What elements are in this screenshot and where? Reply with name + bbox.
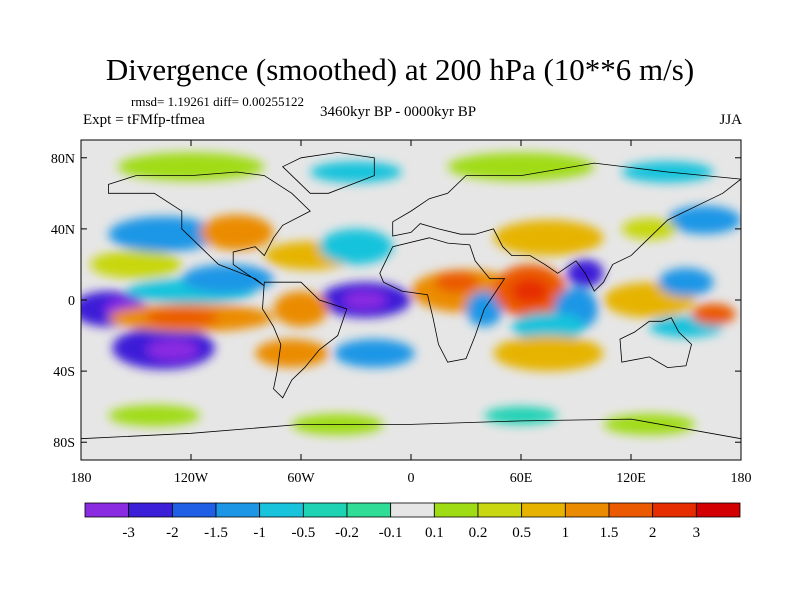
field-blob-pac-pos-north — [90, 250, 182, 279]
lon-label: 60E — [510, 471, 533, 486]
field-blob-atl-neg-center — [343, 291, 388, 309]
colorbar-box — [390, 502, 435, 518]
field-blob-sam-pos — [273, 291, 329, 327]
field-blob-np-pos — [621, 218, 677, 240]
field-blob-arctic-green2 — [447, 152, 595, 181]
colorbar-label: -1.5 — [204, 525, 228, 541]
coastline-south-america — [262, 281, 348, 399]
colorbar-label: 1.5 — [600, 525, 619, 541]
lon-label: 60W — [287, 471, 315, 486]
colorbar-box — [608, 502, 654, 518]
colorbar-label: -1 — [253, 525, 266, 541]
field-blob-wp-pos-south — [691, 303, 736, 325]
lat-label: 40N — [51, 223, 75, 238]
coastlines — [81, 151, 741, 460]
colorbar-box — [652, 502, 697, 518]
colorbar-box — [215, 502, 261, 518]
field-blob-so-green3 — [603, 413, 696, 436]
coastline-eurasia — [392, 162, 741, 292]
rmsd-diff-stats: rmsd= 1.19261 diff= 0.00255122 — [131, 94, 304, 109]
colorbar-box — [433, 502, 479, 518]
field-blob-sa-pos-south — [255, 339, 329, 368]
field-blob-io-neg-south — [511, 312, 586, 341]
period-label: 3460kyr BP - 0000kyr BP — [320, 104, 477, 120]
field-blob-na-neg — [181, 264, 274, 293]
colorbar-box — [564, 502, 610, 518]
field-blob-atl-neg-north — [319, 228, 393, 265]
lon-label: 120E — [616, 471, 646, 486]
field-blob-io-pos-south — [493, 335, 604, 372]
colorbar-box — [521, 502, 566, 518]
lon-axis: 180 120W 60W 0 60E 120E 180 — [71, 140, 752, 486]
colorbar-label: 2 — [649, 525, 657, 541]
lon-label: 180 — [731, 471, 752, 486]
colorbar-box — [477, 502, 523, 518]
field-blob-arctic-blue — [310, 161, 402, 183]
figure-title: Divergence (smoothed) at 200 hPa (10**6 … — [105, 52, 695, 87]
lat-axis: 80N 40N 0 40S 80S — [51, 152, 741, 451]
colorbar-label: 1 — [562, 525, 570, 541]
colorbar-box — [128, 502, 173, 518]
colorbar-label: -0.5 — [291, 525, 315, 541]
colorbar-label: -0.2 — [335, 525, 359, 541]
field-blob-pac-neg-south-core — [147, 339, 199, 361]
colorbar-box — [302, 502, 348, 518]
lat-label: 0 — [68, 294, 75, 309]
lon-label: 180 — [71, 471, 92, 486]
coastline-antarctic-edge — [81, 418, 741, 460]
colorbar-label: -0.1 — [379, 525, 403, 541]
colorbar-box — [171, 502, 217, 518]
colorbar-label: 0.2 — [469, 525, 488, 541]
field-blob-so-green1 — [108, 404, 201, 427]
divergence-field — [81, 152, 741, 436]
colorbar-box — [84, 502, 130, 518]
colorbar-box — [695, 502, 741, 518]
lon-label: 0 — [408, 471, 415, 486]
lat-label: 40S — [53, 365, 75, 380]
field-blob-io-pos-core — [511, 278, 549, 304]
field-blob-pac-pos-ne — [200, 214, 274, 251]
lat-label: 80N — [51, 152, 75, 167]
field-blob-np-neg — [667, 205, 741, 235]
field-blob-arctic-green — [117, 152, 265, 181]
coastline-greenland — [282, 151, 375, 194]
lon-label: 120W — [174, 471, 209, 486]
field-blob-wp-neg — [658, 268, 714, 297]
colorbar-label: 3 — [693, 525, 701, 541]
colorbar: -3 -2 -1.5 -1 -0.5 -0.2 -0.1 0.1 0.2 0.5 1 1.5 2 3 — [84, 502, 741, 541]
colorbar-label: -3 — [122, 525, 135, 541]
colorbar-label: -2 — [166, 525, 179, 541]
lat-label: 80S — [53, 436, 75, 451]
season-label: JJA — [719, 112, 742, 128]
field-blob-afr-pos-core — [434, 271, 479, 293]
coastline-north-america — [108, 171, 311, 287]
colorbar-box — [346, 502, 392, 518]
coastline-australia — [619, 317, 692, 369]
colorbar-label: 0.5 — [512, 525, 531, 541]
field-blob-so-cyan — [484, 406, 558, 425]
colorbar-box — [259, 502, 304, 518]
experiment-label: Expt = tFMfp-tfmea — [83, 112, 205, 128]
coastline-africa — [379, 237, 506, 363]
colorbar-label: 0.1 — [425, 525, 444, 541]
field-blob-pac-pos-eq-core — [145, 308, 219, 327]
field-blob-asia-pos — [493, 220, 604, 256]
field-blob-pac-neg-north — [108, 216, 219, 253]
field-blob-atl-neg-south — [334, 339, 415, 368]
